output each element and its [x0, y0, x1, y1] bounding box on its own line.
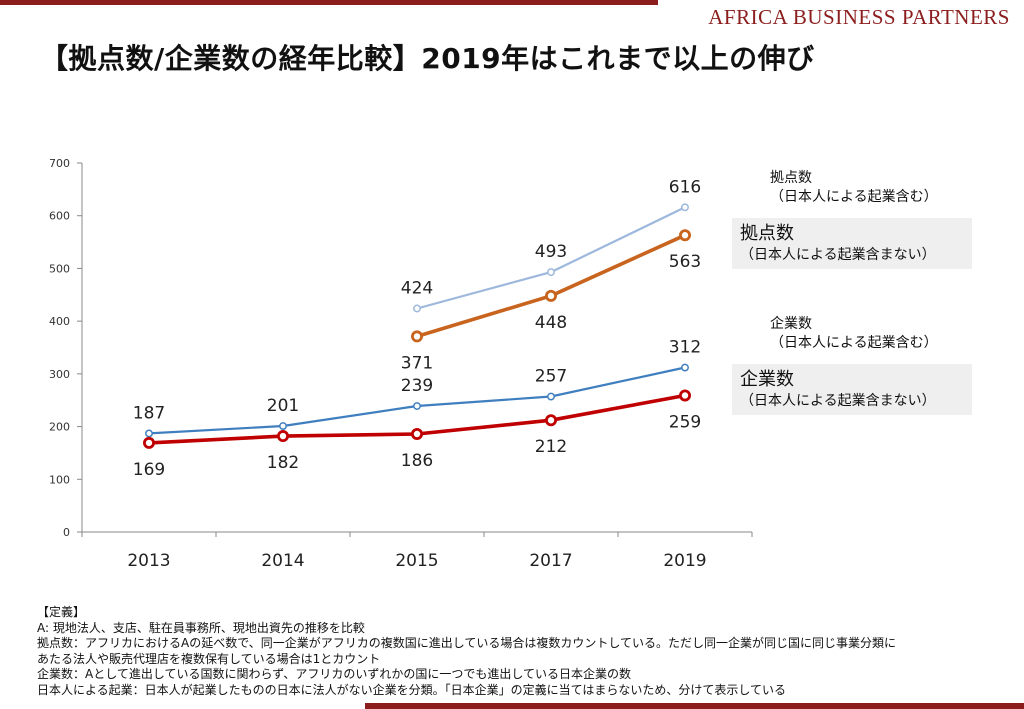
- legend-companies-excl: 企業数 （日本人による起業含まない）: [732, 364, 972, 415]
- data-label: 493: [535, 242, 567, 262]
- legend-bases-excl-title: 拠点数: [740, 223, 794, 244]
- data-label: 259: [669, 412, 701, 432]
- data-label: 186: [401, 451, 433, 471]
- data-label: 563: [669, 252, 701, 272]
- data-label: 616: [669, 177, 701, 197]
- brand-logo: Africa Business Partners: [708, 5, 1010, 29]
- data-point-marker: [545, 414, 558, 427]
- data-point-marker: [410, 330, 423, 343]
- x-tick-label: 2019: [663, 551, 706, 571]
- data-point-marker: [679, 229, 692, 242]
- y-tick-label: 400: [49, 315, 70, 328]
- data-label: 187: [133, 403, 165, 423]
- legend-bases-excl-note: （日本人による起業含まない）: [740, 247, 936, 263]
- y-tick-label: 300: [49, 368, 70, 381]
- data-label: 448: [535, 313, 567, 333]
- definition-line: 拠点数：アフリカにおけるAの延べ数で、同一企業がアフリカの複数国に進出している場…: [37, 636, 897, 651]
- data-point-marker: [142, 436, 155, 449]
- data-label: 312: [669, 338, 701, 358]
- y-tick-label: 500: [49, 262, 70, 275]
- data-label: 201: [267, 396, 299, 416]
- y-tick-label: 700: [49, 157, 70, 170]
- data-point-marker: [547, 392, 555, 401]
- legend-bases-excl: 拠点数 （日本人による起業含まない）: [732, 218, 972, 269]
- top-accent-bar: [0, 0, 658, 5]
- data-point-marker: [413, 402, 421, 410]
- definition-line: 企業数：Aとして進出している国数に関わらず、アフリカのいずれかの国に一つでも進出…: [37, 667, 632, 682]
- legend-companies-incl-note: （日本人による起業含む）: [770, 335, 938, 351]
- x-tick-label: 2014: [261, 551, 304, 571]
- data-label: 239: [401, 376, 433, 396]
- legend-companies-excl-title: 企業数: [740, 369, 794, 390]
- y-tick-label: 600: [49, 210, 70, 223]
- x-tick-label: 2017: [529, 551, 572, 571]
- data-label: 424: [401, 278, 433, 298]
- definition-line: 日本人による起業：日本人が起業したものの日本に法人がない企業を分類。「日本企業」…: [37, 682, 787, 697]
- data-label: 182: [267, 453, 299, 473]
- data-point-marker: [545, 289, 558, 302]
- y-tick-label: 100: [49, 473, 70, 486]
- data-point-marker: [413, 304, 421, 313]
- data-label: 371: [401, 353, 433, 373]
- bottom-accent-bar: [365, 703, 1024, 709]
- data-point-marker: [410, 427, 423, 440]
- definitions-note: 【定義】 A: 現地法人、支店、駐在員事務所、現地出資先の推移を比較 拠点数：ア…: [37, 605, 896, 699]
- legend-bases-incl: 拠点数 （日本人による起業含む）: [770, 169, 938, 207]
- data-point-marker: [276, 430, 289, 443]
- data-label: 169: [133, 460, 165, 480]
- data-label: 257: [535, 367, 567, 387]
- x-tick-label: 2015: [395, 551, 438, 571]
- legend-companies-incl-title: 企業数: [770, 316, 812, 332]
- legend-bases-incl-title: 拠点数: [770, 170, 812, 186]
- definitions-heading: 【定義】: [37, 605, 86, 619]
- legend-bases-incl-note: （日本人による起業含む）: [770, 189, 938, 205]
- data-point-marker: [681, 363, 689, 372]
- legend-companies-excl-note: （日本人による起業含まない）: [740, 393, 936, 409]
- data-point-marker: [679, 389, 692, 402]
- definition-line: あたる法人や販売代理店を複数保有している場合は1とカウント: [37, 651, 381, 666]
- definition-line: A: 現地法人、支店、駐在員事務所、現地出資先の推移を比較: [37, 620, 365, 635]
- data-point-marker: [547, 268, 555, 277]
- data-point-marker: [145, 429, 153, 438]
- data-point-marker: [279, 422, 287, 430]
- y-tick-label: 200: [49, 421, 70, 434]
- data-point-marker: [681, 203, 689, 212]
- page-title: 【拠点数/企業数の経年比較】2019年はこれまで以上の伸び: [40, 42, 815, 75]
- data-label: 212: [535, 437, 567, 457]
- y-tick-label: 0: [63, 526, 70, 539]
- legend-companies-incl: 企業数 （日本人による起業含む）: [770, 315, 938, 353]
- x-tick-label: 2013: [127, 551, 170, 571]
